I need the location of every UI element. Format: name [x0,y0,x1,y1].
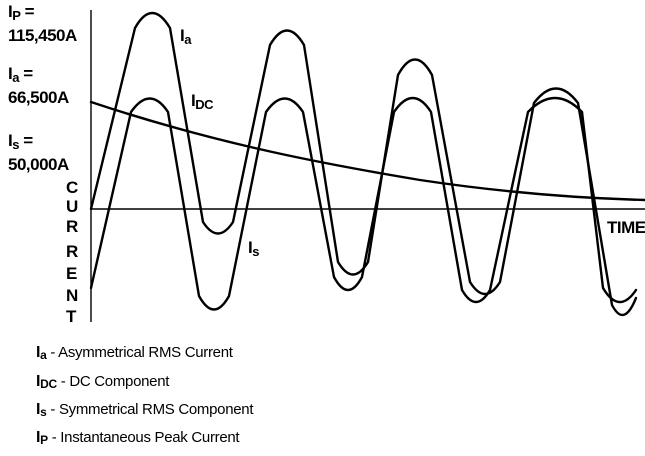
is-value: 50,000A [8,155,69,174]
is-label: Is = [8,131,33,153]
legend-item-idc: IDC - DC Component [36,373,170,391]
y-axis-letter: E [66,264,78,283]
symmetrical-current-curve [89,96,638,311]
y-axis-letter: R [66,242,79,261]
idc-curve-label: IDC [191,91,214,113]
legend-item-is: Is - Symmetrical RMS Component [36,401,254,419]
waveform-curves [89,11,645,316]
time-axis-label: TIME [607,218,645,237]
ip-value: 115,450A [8,26,77,45]
ia-value: 66,500A [8,88,69,107]
legend-item-ia: Ia - Asymmetrical RMS Current [36,344,233,362]
is-curve-label: Is [248,238,259,260]
y-axis-letter: U [66,197,79,216]
ia-label: Ia = [8,64,33,86]
dc-component-curve [89,100,645,202]
y-axis-letter: T [66,307,77,326]
legend-item-ip: IP - Instantaneous Peak Current [36,429,240,447]
y-axis-letter: C [66,178,79,197]
y-axis-letter: R [66,217,79,236]
y-axis-letter: N [66,286,79,305]
asymmetrical-current-curve [89,11,638,316]
ia-curve-label: Ia [180,26,191,48]
ip-label: IP = [8,2,35,24]
